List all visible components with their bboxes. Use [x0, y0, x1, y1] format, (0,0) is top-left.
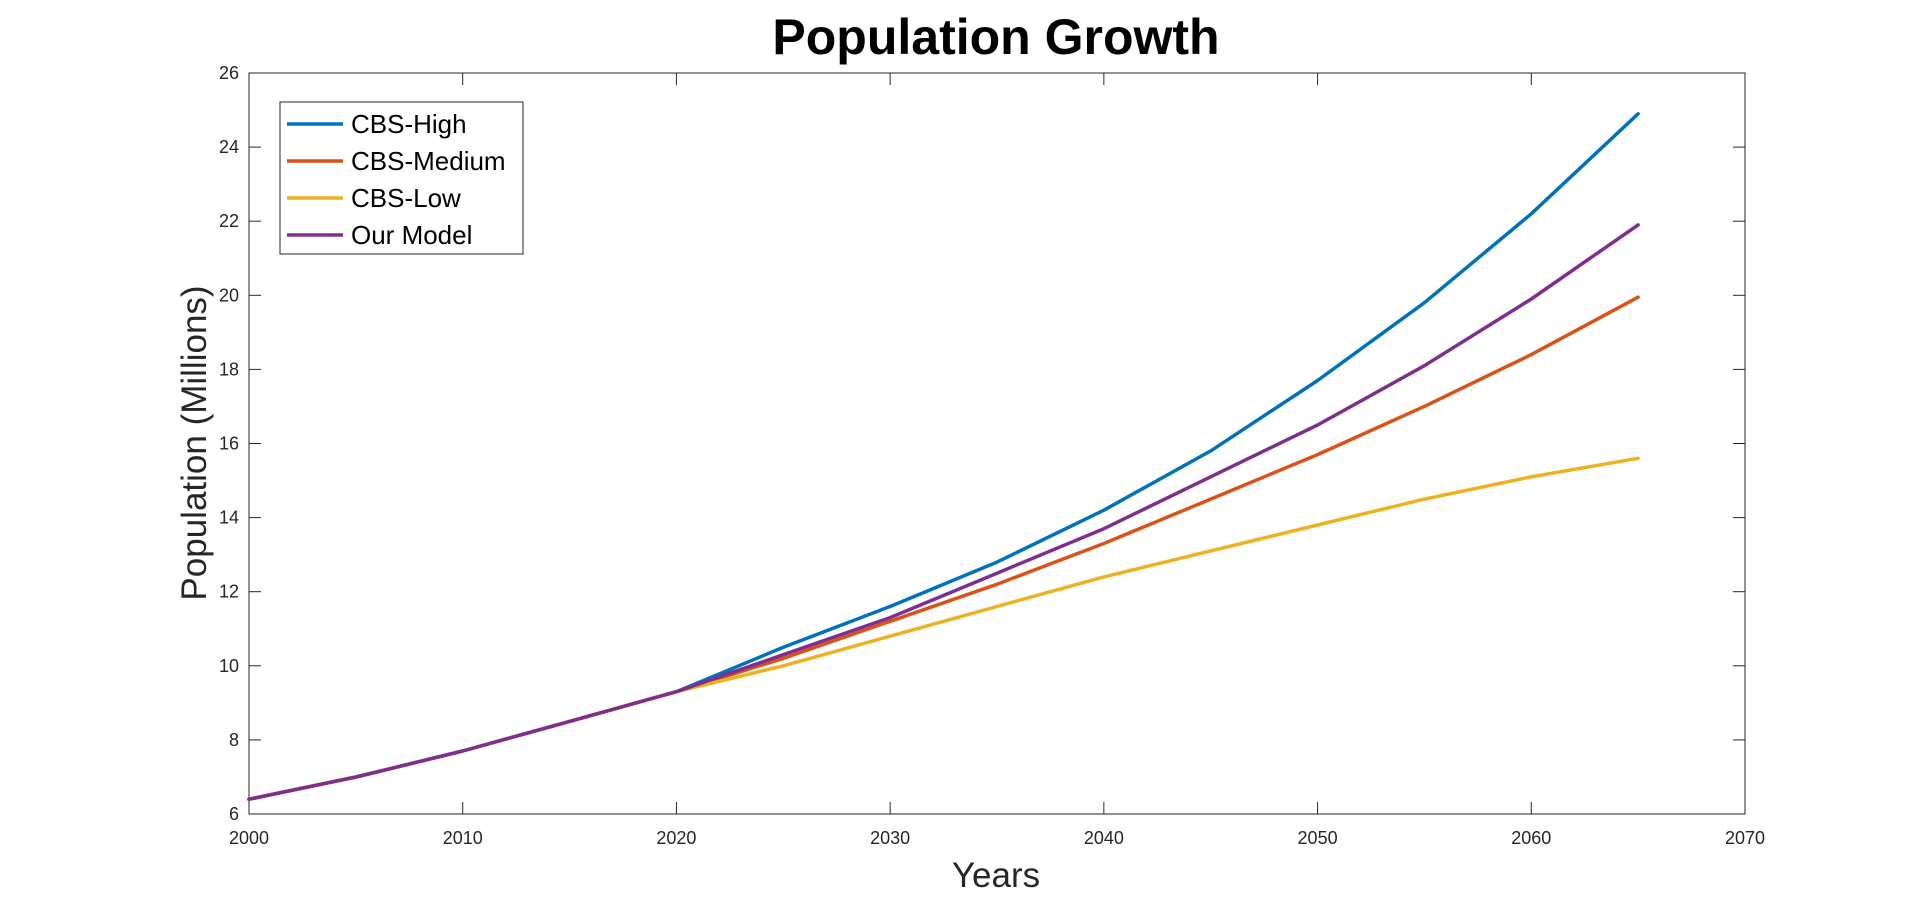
- x-tick-label: 2070: [1725, 828, 1765, 848]
- chart-title: Population Growth: [772, 9, 1219, 65]
- x-tick-label: 2020: [656, 828, 696, 848]
- legend: CBS-High CBS-Medium CBS-Low Our Model: [279, 101, 524, 255]
- legend-label-cbs-medium: CBS-Medium: [351, 146, 506, 176]
- x-axis-ticks: 2000 2010 2020 2030 2040 2050 2060 2070: [229, 73, 1765, 848]
- legend-box: [279, 101, 524, 255]
- y-tick-label: 20: [219, 285, 239, 305]
- x-tick-label: 2030: [870, 828, 910, 848]
- series-lines: [247, 112, 1640, 801]
- y-tick-label: 6: [229, 804, 239, 824]
- y-tick-label: 10: [219, 656, 239, 676]
- y-tick-label: 22: [219, 211, 239, 231]
- y-tick-label: 18: [219, 359, 239, 379]
- x-tick-label: 2050: [1298, 828, 1338, 848]
- x-tick-label: 2040: [1084, 828, 1124, 848]
- y-axis-label: Population (Millions): [175, 285, 214, 600]
- y-tick-label: 14: [219, 508, 239, 528]
- y-tick-label: 24: [219, 137, 239, 157]
- y-tick-label: 12: [219, 582, 239, 602]
- x-tick-label: 2060: [1511, 828, 1551, 848]
- legend-label-cbs-low: CBS-Low: [351, 183, 461, 213]
- series-line-our-model: [247, 223, 1640, 801]
- y-tick-label: 26: [219, 63, 239, 83]
- x-tick-label: 2000: [229, 828, 269, 848]
- x-tick-label: 2010: [443, 828, 483, 848]
- y-axis-ticks: 6 8 10 12 14 16 18 20 22 24 26: [219, 63, 1745, 824]
- legend-label-cbs-high: CBS-High: [351, 109, 467, 139]
- legend-label-our-model: Our Model: [351, 220, 472, 250]
- x-axis-label: Years: [952, 856, 1040, 895]
- y-tick-label: 16: [219, 434, 239, 454]
- y-tick-label: 8: [229, 730, 239, 750]
